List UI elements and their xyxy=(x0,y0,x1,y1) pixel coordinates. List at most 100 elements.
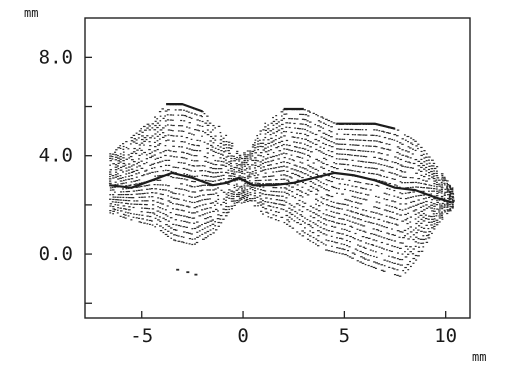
surface-point xyxy=(180,130,183,132)
surface-point xyxy=(373,233,376,236)
surface-point xyxy=(422,179,425,181)
surface-point xyxy=(315,213,318,215)
surface-point xyxy=(433,167,437,170)
surface-point xyxy=(385,193,388,195)
surface-point xyxy=(229,175,233,177)
surface-point xyxy=(349,144,352,146)
surface-point xyxy=(162,117,165,119)
surface-point xyxy=(132,134,136,137)
surface-point xyxy=(169,114,173,116)
surface-point xyxy=(336,192,338,194)
surface-point xyxy=(154,192,158,194)
surface-point xyxy=(188,143,190,145)
surface-point xyxy=(288,176,292,178)
surface-point xyxy=(164,135,167,137)
surface-point xyxy=(209,193,213,196)
surface-point xyxy=(309,126,312,128)
surface-point xyxy=(222,174,225,176)
surface-point xyxy=(401,253,404,255)
surface-point xyxy=(346,199,350,201)
surface-point xyxy=(156,135,159,137)
surface-point xyxy=(327,134,330,137)
surface-point xyxy=(196,185,199,187)
surface-point xyxy=(124,179,127,181)
surface-point xyxy=(352,164,355,167)
surface-point xyxy=(296,151,300,153)
surface-point xyxy=(417,147,419,150)
surface-point xyxy=(309,225,312,227)
surface-point xyxy=(137,186,141,188)
surface-point xyxy=(435,219,439,221)
surface-point xyxy=(256,177,259,179)
surface-point xyxy=(380,141,383,144)
surface-point xyxy=(164,228,167,231)
surface-point xyxy=(257,174,260,176)
surface-point xyxy=(390,172,394,174)
surface-point xyxy=(116,212,119,214)
surface-point xyxy=(309,146,312,148)
surface-point xyxy=(430,187,433,189)
surface-point xyxy=(436,201,439,204)
surface-point xyxy=(224,150,227,152)
surface-point xyxy=(129,212,132,215)
surface-point xyxy=(124,176,127,178)
surface-point xyxy=(380,241,384,244)
surface-point xyxy=(427,196,431,199)
surface-point xyxy=(212,150,215,152)
surface-point xyxy=(241,189,244,191)
surface-point xyxy=(178,146,181,148)
surface-point xyxy=(246,185,249,187)
surface-point xyxy=(164,189,167,191)
surface-point xyxy=(133,147,136,150)
surface-point xyxy=(109,194,112,196)
surface-point xyxy=(266,201,270,203)
surface-point xyxy=(153,137,156,139)
surface-point xyxy=(141,135,144,137)
surface-point xyxy=(175,135,179,137)
surface-point xyxy=(432,213,435,215)
surface-point xyxy=(391,245,394,247)
surface-point xyxy=(415,236,418,238)
surface-point xyxy=(293,146,297,148)
surface-point xyxy=(182,241,185,244)
surface-point xyxy=(451,199,455,201)
surface-point xyxy=(128,196,131,199)
upper-ridge-line xyxy=(336,122,396,130)
surface-point xyxy=(298,209,301,211)
surface-point xyxy=(435,183,439,186)
surface-point xyxy=(270,217,273,219)
surface-point xyxy=(209,162,213,164)
surface-point xyxy=(373,261,376,263)
surface-point xyxy=(114,204,117,206)
surface-point xyxy=(425,170,428,172)
surface-point xyxy=(346,184,349,186)
surface-point xyxy=(425,187,429,189)
surface-point xyxy=(130,181,133,183)
surface-point xyxy=(116,209,119,211)
surface-point xyxy=(201,199,204,201)
surface-point xyxy=(201,189,204,191)
surface-point xyxy=(386,221,389,223)
surface-point xyxy=(353,149,357,151)
surface-point xyxy=(183,220,186,222)
surface-point xyxy=(404,272,407,274)
surface-point xyxy=(262,169,265,171)
surface-point xyxy=(217,148,220,151)
surface-point xyxy=(174,240,177,242)
surface-point xyxy=(401,193,404,195)
surface-point xyxy=(161,160,164,162)
surface-point xyxy=(380,264,384,266)
surface-point xyxy=(180,209,183,211)
surface-point xyxy=(144,129,147,131)
surface-point xyxy=(375,206,378,209)
surface-point xyxy=(195,206,199,208)
surface-point xyxy=(438,183,441,185)
surface-point xyxy=(264,193,268,196)
surface-point xyxy=(148,152,152,155)
surface-point xyxy=(230,198,234,200)
surface-point xyxy=(256,196,259,198)
surface-point xyxy=(196,195,199,198)
surface-point xyxy=(440,211,444,213)
surface-point xyxy=(375,162,377,164)
surface-point xyxy=(378,246,381,248)
